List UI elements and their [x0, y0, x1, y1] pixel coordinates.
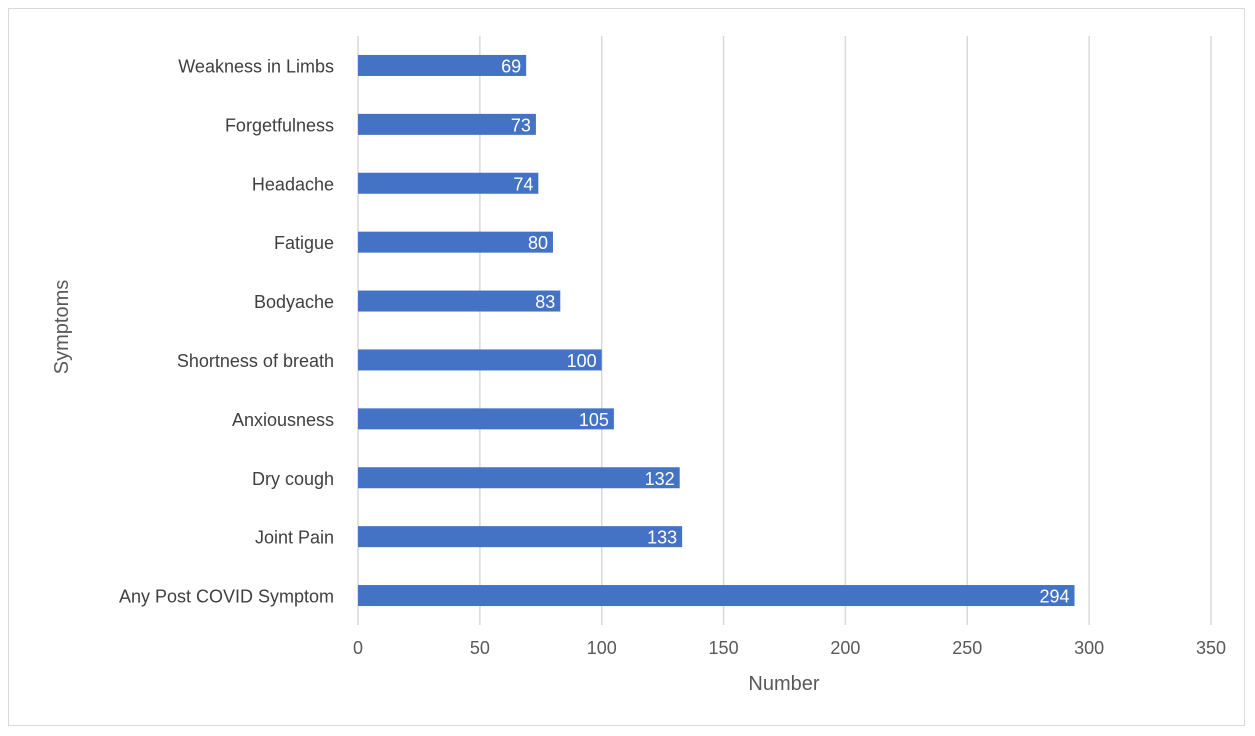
category-label: Forgetfulness [225, 115, 334, 135]
data-label: 294 [1039, 587, 1069, 607]
data-label: 132 [645, 469, 675, 489]
data-label: 80 [528, 233, 548, 253]
x-axis-title: Number [748, 673, 819, 695]
bar [358, 349, 602, 371]
bar [358, 585, 1075, 607]
category-label: Headache [252, 174, 334, 194]
data-label: 69 [501, 56, 521, 76]
x-tick-label: 350 [1196, 638, 1226, 658]
bar [358, 467, 680, 489]
bar [358, 113, 536, 135]
bar [358, 408, 614, 430]
data-label: 73 [511, 115, 531, 135]
x-tick-label: 250 [952, 638, 982, 658]
category-label: Dry cough [252, 469, 334, 489]
category-labels: Weakness in Limbs Forgetfulness Headache Fa… [119, 56, 334, 606]
x-tick-label: 150 [709, 638, 739, 658]
category-label: Weakness in Limbs [178, 56, 334, 76]
data-label: 105 [579, 410, 609, 430]
category-label: Anxiousness [232, 410, 334, 430]
x-tick-labels: 0 50 100 150 200 250 300 350 [353, 638, 1226, 658]
bar [358, 526, 683, 548]
data-label: 83 [535, 292, 555, 312]
x-tick-label: 50 [470, 638, 490, 658]
bar [358, 231, 553, 253]
category-label: Joint Pain [255, 528, 334, 548]
y-axis-title: Symptoms [51, 280, 73, 374]
bar [358, 172, 539, 194]
chart-frame [8, 8, 1245, 726]
x-tick-label: 200 [830, 638, 860, 658]
x-tick-label: 300 [1074, 638, 1104, 658]
data-label: 100 [567, 351, 597, 371]
bar [358, 54, 527, 76]
x-tick-label: 100 [587, 638, 617, 658]
bars: 69 73 74 80 83 100 105 132 133 294 [358, 54, 1075, 607]
category-label: Shortness of breath [177, 351, 334, 371]
bar [358, 290, 561, 312]
category-label: Fatigue [274, 233, 334, 253]
data-label: 74 [513, 174, 533, 194]
x-tick-label: 0 [353, 638, 363, 658]
category-label: Bodyache [254, 292, 334, 312]
category-label: Any Post COVID Symptom [119, 587, 334, 607]
data-label: 133 [647, 528, 677, 548]
